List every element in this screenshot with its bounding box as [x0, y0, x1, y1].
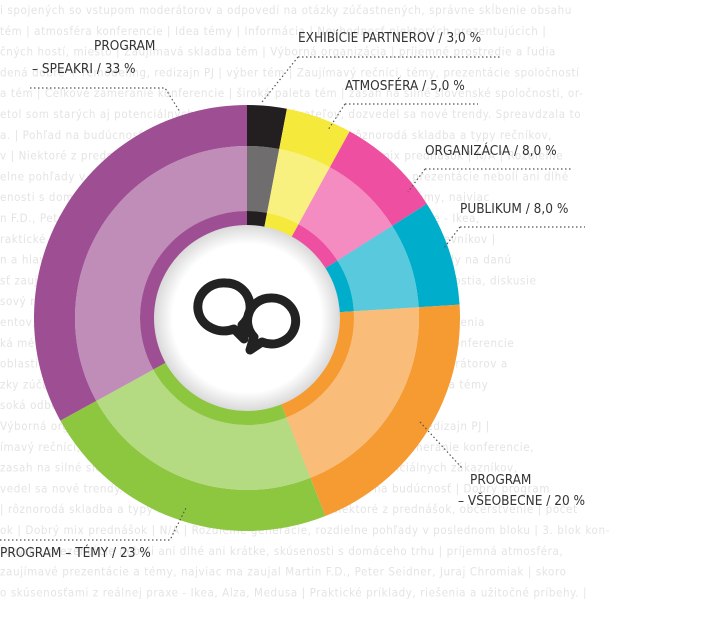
donut-segment-core — [140, 211, 247, 370]
donut-segment-inner — [74, 145, 247, 401]
donut-segment — [60, 400, 326, 531]
leader-line — [30, 87, 181, 113]
background-line: čných hostí, miesto | Zaujímavá skladba … — [0, 45, 556, 59]
donut-segment-highlight — [74, 145, 247, 401]
donut — [33, 105, 460, 531]
donut-segment-inner — [96, 369, 311, 490]
donut-segment — [247, 105, 287, 150]
background-line: ok | Dobrý mix prednášok | N/A | Rozdiel… — [0, 523, 610, 537]
donut-segment — [279, 108, 350, 168]
data-label: – SPEAKRI / 33 % — [32, 61, 136, 77]
data-label: PROGRAM — [94, 38, 155, 54]
donut-segment — [33, 105, 247, 421]
leader-line — [0, 505, 188, 541]
background-line: dená dobre + remodeling, redizajn PJ | v… — [0, 65, 580, 79]
donut-segment-highlight — [96, 369, 311, 490]
data-label: – VŠEOBECNE / 20 % — [458, 491, 585, 509]
data-label: ATMOSFÉRA / 5,0 % — [345, 77, 465, 94]
data-label: PROGRAM — [470, 472, 531, 488]
data-label: ORGANIZÁCIA / 8,0 % — [425, 142, 557, 159]
background-line: tém | atmosféra konferencie | Idea témy … — [0, 24, 546, 38]
data-label: PUBLIKUM / 8,0 % — [460, 201, 568, 217]
data-label: EXHIBÍCIE PARTNEROV / 3,0 % — [298, 29, 481, 46]
donut-segment-core — [263, 212, 299, 240]
donut-segment-highlight — [337, 225, 419, 312]
leader-line — [407, 168, 572, 193]
donut-segment-inner — [247, 146, 280, 213]
leader-line — [443, 226, 585, 249]
background-line: zaujímavé prezentácie a témy, najviac ma… — [0, 565, 567, 579]
labels: EXHIBÍCIE PARTNEROV / 3,0 % ATMOSFÉRA / 5… — [0, 29, 585, 561]
data-label: PROGRAM – TÉMY / 23 % — [0, 544, 151, 561]
donut-segment-highlight — [247, 146, 280, 213]
donut-segment — [310, 304, 460, 517]
donut-segment-inner — [298, 167, 393, 261]
donut-segment-inner — [337, 225, 419, 312]
donut-segment-inner — [267, 149, 330, 225]
donut-segment-highlight — [267, 149, 330, 225]
logo-icon — [193, 278, 301, 355]
donut-segment-highlight — [286, 307, 419, 478]
donut-segment-core — [322, 260, 354, 313]
donut-segment — [329, 131, 427, 226]
background-line: a tém | Celkové zameranie konferencie | … — [0, 86, 583, 100]
background-line: i spojených so vstupom moderátorov a odp… — [0, 2, 572, 17]
donut-segment-core — [247, 211, 268, 230]
donut-segment-inner — [286, 307, 419, 478]
leader-line — [261, 56, 500, 103]
background-line: rozvrh - prezentácie neboli ani dlhé ani… — [0, 544, 563, 558]
leader-line — [327, 103, 478, 131]
donut-segment-core — [290, 224, 338, 270]
donut-segment-highlight — [298, 167, 393, 261]
background-line: o skúsenosťami z reálnej praxe - Ikea, A… — [0, 585, 587, 599]
donut-segment — [392, 203, 460, 308]
